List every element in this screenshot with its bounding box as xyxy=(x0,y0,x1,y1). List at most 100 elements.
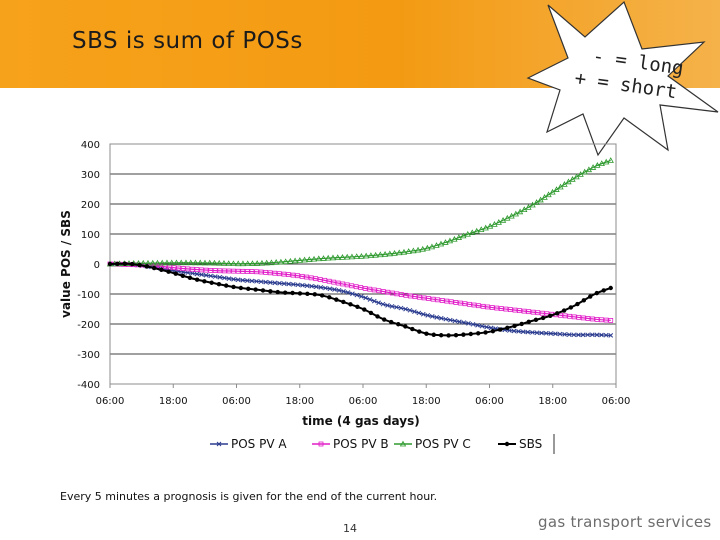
data-point xyxy=(385,303,390,308)
data-point xyxy=(235,268,241,274)
data-point xyxy=(355,304,360,309)
data-point xyxy=(151,265,157,271)
data-point xyxy=(281,281,287,287)
data-point xyxy=(558,312,563,318)
data-point xyxy=(149,259,156,266)
data-point xyxy=(282,258,289,265)
data-point xyxy=(306,256,313,262)
data-point xyxy=(575,301,580,307)
data-point xyxy=(400,248,408,255)
data-point xyxy=(249,278,255,284)
data-point xyxy=(194,271,200,277)
data-point xyxy=(585,316,591,321)
data-point xyxy=(483,330,488,335)
x-tick-label: 18:00 xyxy=(538,396,567,407)
data-point xyxy=(375,314,380,319)
data-point xyxy=(272,270,278,276)
data-point xyxy=(362,286,368,291)
data-point xyxy=(224,283,229,288)
data-point xyxy=(318,441,324,447)
data-point xyxy=(526,319,531,325)
data-point xyxy=(519,321,524,327)
data-point xyxy=(276,271,282,277)
data-point xyxy=(290,272,296,278)
data-point xyxy=(505,325,510,331)
data-point xyxy=(253,287,258,292)
data-point xyxy=(576,314,582,320)
data-point xyxy=(482,224,489,231)
data-point xyxy=(433,242,440,248)
data-point xyxy=(107,261,113,267)
legend-label: SBS xyxy=(519,437,542,451)
data-point xyxy=(258,279,264,285)
data-point xyxy=(490,328,496,334)
data-point xyxy=(326,278,332,284)
data-point xyxy=(272,280,278,286)
data-point xyxy=(197,259,204,266)
data-point xyxy=(350,291,355,297)
footnote: Every 5 minutes a prognosis is given for… xyxy=(60,490,438,503)
data-point xyxy=(225,260,232,266)
data-point xyxy=(533,317,539,323)
data-point xyxy=(260,288,266,293)
data-point xyxy=(240,277,246,283)
data-point xyxy=(588,294,593,299)
data-point xyxy=(176,265,182,271)
data-point xyxy=(345,290,351,295)
data-point xyxy=(296,257,304,263)
data-point xyxy=(460,232,467,239)
data-point xyxy=(166,269,171,274)
data-point xyxy=(585,332,591,338)
data-point xyxy=(226,276,232,281)
legend-item-pos-pv-b: POS PV B xyxy=(312,437,389,451)
data-point xyxy=(508,307,513,312)
data-point xyxy=(203,272,209,278)
data-point xyxy=(327,286,333,292)
data-point xyxy=(429,314,435,319)
data-point xyxy=(325,254,332,261)
data-point xyxy=(206,259,213,266)
data-point xyxy=(607,157,614,163)
data-point xyxy=(571,332,577,338)
data-point xyxy=(239,260,247,267)
data-point xyxy=(209,280,214,285)
data-point xyxy=(470,321,476,327)
data-point xyxy=(594,316,600,322)
data-point xyxy=(254,260,261,266)
data-point xyxy=(377,251,384,258)
data-point xyxy=(344,282,350,288)
data-point xyxy=(403,292,409,298)
data-point xyxy=(417,294,422,300)
data-point xyxy=(277,258,285,265)
data-point xyxy=(367,252,375,258)
data-point xyxy=(553,331,558,337)
x-tick-label: 06:00 xyxy=(349,396,378,407)
data-point xyxy=(576,332,581,338)
data-point xyxy=(581,298,587,303)
data-point xyxy=(424,331,429,336)
data-point xyxy=(137,262,142,268)
data-point xyxy=(295,273,300,279)
data-point xyxy=(475,322,480,328)
data-point xyxy=(469,229,476,236)
data-point xyxy=(212,274,218,279)
data-point xyxy=(580,332,586,338)
y-tick-label: 0 xyxy=(94,260,100,271)
data-point xyxy=(504,441,510,447)
data-point xyxy=(304,274,310,280)
data-point xyxy=(516,329,521,334)
data-point xyxy=(389,290,395,296)
data-point xyxy=(603,158,610,165)
data-point xyxy=(320,255,327,261)
y-tick-label: -300 xyxy=(77,350,100,361)
data-point xyxy=(185,266,191,272)
data-point xyxy=(226,268,232,274)
data-point xyxy=(420,311,426,317)
data-point xyxy=(216,282,222,287)
data-point xyxy=(508,212,515,219)
data-point xyxy=(434,315,440,320)
data-point xyxy=(540,315,546,321)
data-point xyxy=(178,259,185,266)
data-point xyxy=(344,253,351,260)
data-point xyxy=(608,333,614,338)
